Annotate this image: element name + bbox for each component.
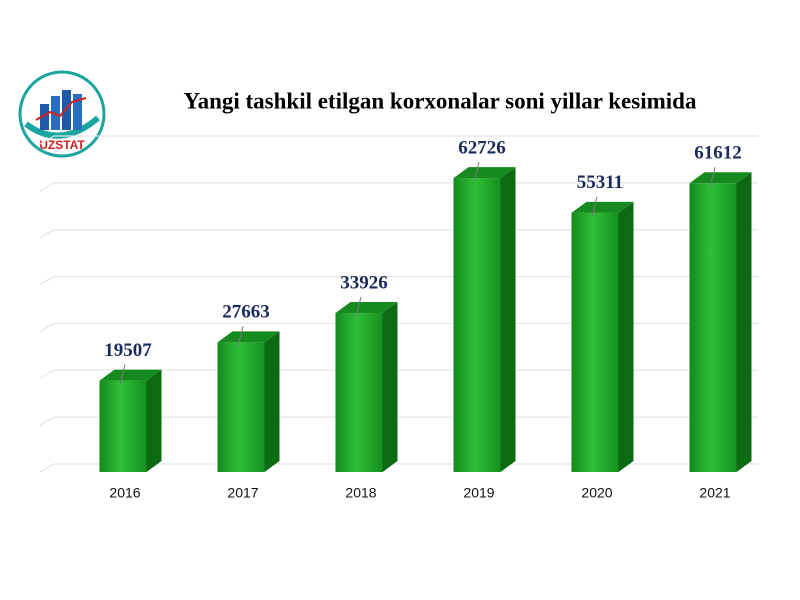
- bar: [571, 212, 619, 472]
- value-label: 33926: [340, 272, 388, 293]
- value-label: 55311: [577, 172, 623, 193]
- bar-top: [453, 167, 516, 179]
- x-tick-label: 2017: [227, 485, 258, 501]
- label-leader: [591, 196, 598, 217]
- label-leader: [119, 364, 126, 385]
- bar: [689, 183, 737, 472]
- x-tick-label: 2021: [699, 485, 730, 501]
- grid-line: [39, 463, 55, 473]
- label-leader: [473, 161, 480, 183]
- bar: [335, 313, 383, 472]
- x-tick-label: 2020: [581, 485, 612, 501]
- bar-top: [571, 201, 634, 213]
- grid-line: [39, 182, 55, 192]
- bar-side: [146, 369, 162, 472]
- grid-line: [39, 416, 55, 426]
- bar-side: [618, 201, 634, 472]
- label-leader: [237, 326, 244, 347]
- bar-side: [264, 331, 280, 472]
- x-tick-label: 2019: [463, 485, 494, 501]
- logo: UZSTAT: [18, 70, 106, 158]
- label-leader: [709, 167, 716, 188]
- value-label: 62726: [458, 137, 506, 158]
- bar-side: [736, 172, 752, 472]
- grid-line: [39, 322, 55, 332]
- value-label: 27663: [222, 302, 270, 323]
- logo-text: UZSTAT: [39, 138, 85, 152]
- x-tick-label: 2018: [345, 485, 376, 501]
- value-label: 61612: [694, 143, 742, 164]
- x-tick-label: 2016: [109, 485, 140, 501]
- bar: [453, 178, 501, 472]
- grid-line: [39, 135, 55, 145]
- bar-top: [99, 369, 162, 381]
- bar-top: [335, 302, 398, 314]
- bar: [217, 342, 265, 472]
- bar-top: [217, 331, 280, 343]
- bar-top: [689, 172, 752, 184]
- value-label: 19507: [104, 340, 152, 361]
- grid-line: [39, 276, 55, 286]
- chart-title: Yangi tashkil etilgan korxonalar soni yi…: [184, 88, 697, 113]
- grid-line: [39, 369, 55, 379]
- grid-line: [39, 229, 55, 239]
- label-leader: [355, 296, 362, 318]
- bar: [99, 380, 147, 472]
- bar-side: [500, 167, 516, 472]
- bar-side: [382, 302, 398, 472]
